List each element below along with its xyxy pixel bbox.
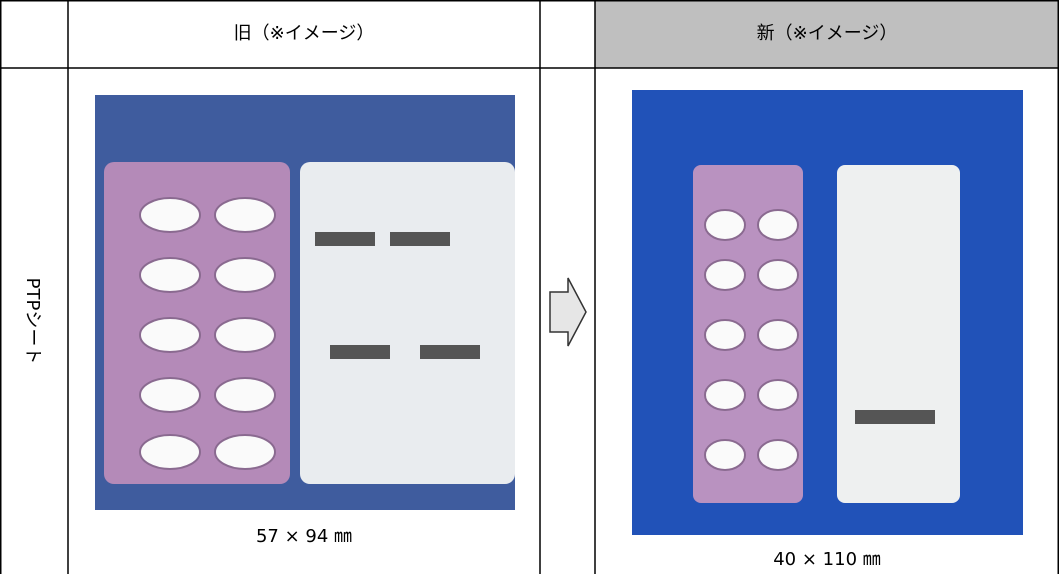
old-header: 旧（※イメージ） xyxy=(233,23,375,44)
arrow xyxy=(549,277,587,347)
new-header-bg xyxy=(595,0,1059,68)
new-caption: 40 × 110 ㎜ xyxy=(773,549,881,570)
new-header: 新（※イメージ） xyxy=(756,23,898,44)
new-photo xyxy=(632,90,1023,535)
old-caption: 57 × 94 ㎜ xyxy=(255,526,353,547)
row-label: PTPシート xyxy=(22,277,43,365)
old-photo xyxy=(95,95,515,510)
